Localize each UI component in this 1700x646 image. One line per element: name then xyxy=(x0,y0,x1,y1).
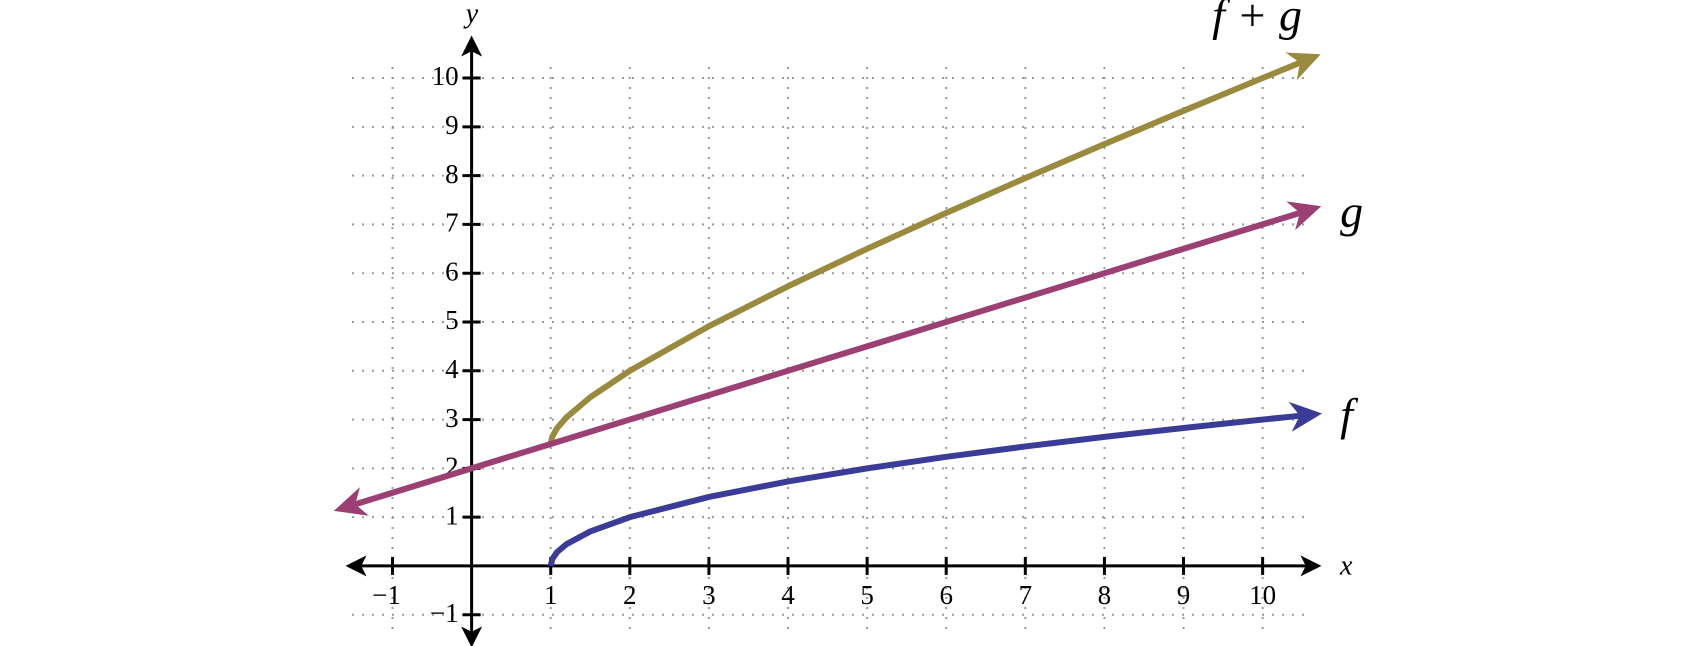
x-tick-label: 2 xyxy=(623,580,637,610)
x-tick-label: 7 xyxy=(1019,580,1033,610)
y-tick-label: 1 xyxy=(445,500,459,530)
series-label: g xyxy=(1340,186,1363,237)
y-tick-label: 7 xyxy=(445,208,459,238)
y-tick-label: 10 xyxy=(432,61,459,91)
y-tick-label: 9 xyxy=(445,110,459,140)
arrow-head xyxy=(333,487,369,516)
x-axis-label: x xyxy=(1339,550,1353,581)
y-tick-label: 3 xyxy=(445,403,459,433)
series-label: f xyxy=(1340,389,1359,440)
x-tick-label: 10 xyxy=(1249,580,1276,610)
x-tick-label: 5 xyxy=(860,580,874,610)
y-tick-label: −1 xyxy=(430,598,459,628)
y-tick-label: 8 xyxy=(445,159,459,189)
y-tick-label: 4 xyxy=(445,354,459,384)
x-tick-label: 8 xyxy=(1098,580,1112,610)
arrow-head xyxy=(1288,401,1323,432)
y-tick-label: 5 xyxy=(445,305,459,335)
grid xyxy=(352,67,1306,634)
x-tick-label: 1 xyxy=(544,580,558,610)
line xyxy=(547,59,1304,445)
y-axis-label: y xyxy=(463,0,479,29)
plot-area xyxy=(333,52,1323,567)
x-tick-label: 4 xyxy=(781,580,795,610)
arrow-head xyxy=(1286,201,1322,231)
y-tick-label: 6 xyxy=(445,256,459,286)
line xyxy=(547,412,1303,567)
x-tick-label: 9 xyxy=(1177,580,1191,610)
x-tick-label: 6 xyxy=(939,580,953,610)
x-tick-label: 3 xyxy=(702,580,716,610)
arrow-head xyxy=(1285,52,1321,81)
series-label: f + g xyxy=(1212,0,1302,40)
line xyxy=(352,209,1304,508)
x-tick-label: −1 xyxy=(372,580,401,610)
